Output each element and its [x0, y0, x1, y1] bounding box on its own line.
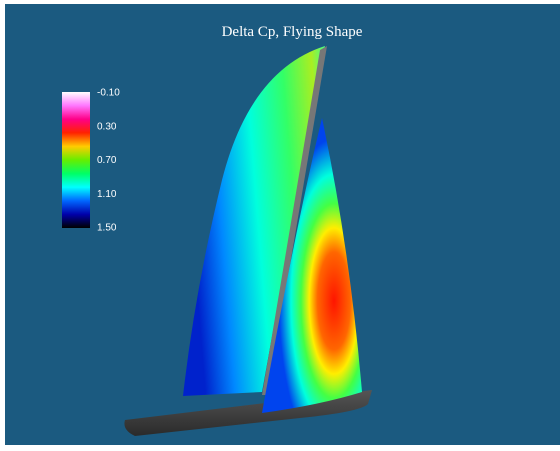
colorbar-label: 1.50 [97, 223, 117, 234]
page: Delta Cp, Flying Shape -0.10 0.30 0.70 1.10… [0, 0, 560, 451]
visualization: Delta Cp, Flying Shape -0.10 0.30 0.70 1.10… [0, 0, 560, 451]
colorbar-label: 0.30 [97, 121, 117, 132]
colorbar-label: 0.70 [97, 155, 117, 166]
colorbar-label: -0.10 [97, 88, 120, 99]
colorbar-label: 1.10 [97, 189, 117, 200]
title: Delta Cp, Flying Shape [222, 24, 363, 40]
colorbar [62, 92, 90, 228]
